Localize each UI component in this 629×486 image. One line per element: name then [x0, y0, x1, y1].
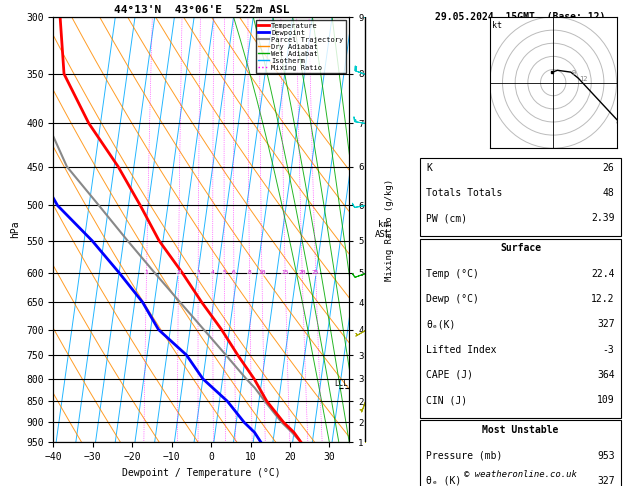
Text: 364: 364: [597, 370, 615, 380]
Bar: [420, 239, 621, 418]
Text: 22.4: 22.4: [591, 269, 615, 279]
Text: Most Unstable: Most Unstable: [482, 425, 559, 435]
Text: 2: 2: [177, 270, 181, 275]
Text: 26: 26: [603, 163, 615, 173]
Text: -3: -3: [603, 345, 615, 355]
Text: 2.39: 2.39: [591, 213, 615, 224]
Text: 327: 327: [597, 319, 615, 330]
Text: Totals Totals: Totals Totals: [426, 188, 503, 198]
Text: 25: 25: [312, 270, 320, 275]
Text: Mixing Ratio (g/kg): Mixing Ratio (g/kg): [386, 178, 394, 281]
Text: 44°13'N  43°06'E  522m ASL: 44°13'N 43°06'E 522m ASL: [113, 4, 289, 15]
Text: 4: 4: [211, 270, 214, 275]
Text: 8: 8: [248, 270, 252, 275]
Text: Pressure (mb): Pressure (mb): [426, 451, 503, 461]
Text: 9: 9: [572, 70, 576, 76]
Text: 10: 10: [258, 270, 265, 275]
Text: Surface: Surface: [500, 243, 541, 254]
Text: 29.05.2024  15GMT  (Base: 12): 29.05.2024 15GMT (Base: 12): [435, 12, 606, 22]
Text: 12: 12: [579, 76, 588, 82]
Y-axis label: hPa: hPa: [11, 221, 21, 239]
Text: 5: 5: [223, 270, 226, 275]
Text: Dewp (°C): Dewp (°C): [426, 294, 479, 304]
Text: θₑ (K): θₑ (K): [426, 476, 462, 486]
Text: 6: 6: [232, 270, 236, 275]
Text: Temp (°C): Temp (°C): [426, 269, 479, 279]
Text: K: K: [426, 163, 432, 173]
Legend: Temperature, Dewpoint, Parcel Trajectory, Dry Adiabat, Wet Adiabat, Isotherm, Mi: Temperature, Dewpoint, Parcel Trajectory…: [256, 20, 345, 73]
Text: 20: 20: [298, 270, 306, 275]
Text: 48: 48: [603, 188, 615, 198]
Text: 109: 109: [597, 395, 615, 405]
Text: PW (cm): PW (cm): [426, 213, 467, 224]
Text: θₑ(K): θₑ(K): [426, 319, 456, 330]
Text: 327: 327: [597, 476, 615, 486]
Text: CIN (J): CIN (J): [426, 395, 467, 405]
Text: 15: 15: [281, 270, 289, 275]
Text: 3: 3: [196, 270, 200, 275]
Text: 1: 1: [145, 270, 148, 275]
Y-axis label: km
ASL: km ASL: [375, 220, 391, 239]
Text: kt: kt: [493, 21, 503, 30]
Bar: [420, 420, 621, 486]
Bar: [420, 158, 621, 236]
Text: Lifted Index: Lifted Index: [426, 345, 497, 355]
Text: CAPE (J): CAPE (J): [426, 370, 474, 380]
Text: LCL: LCL: [335, 379, 348, 388]
Text: 12.2: 12.2: [591, 294, 615, 304]
X-axis label: Dewpoint / Temperature (°C): Dewpoint / Temperature (°C): [122, 468, 281, 478]
Text: © weatheronline.co.uk: © weatheronline.co.uk: [464, 469, 577, 479]
Text: 953: 953: [597, 451, 615, 461]
